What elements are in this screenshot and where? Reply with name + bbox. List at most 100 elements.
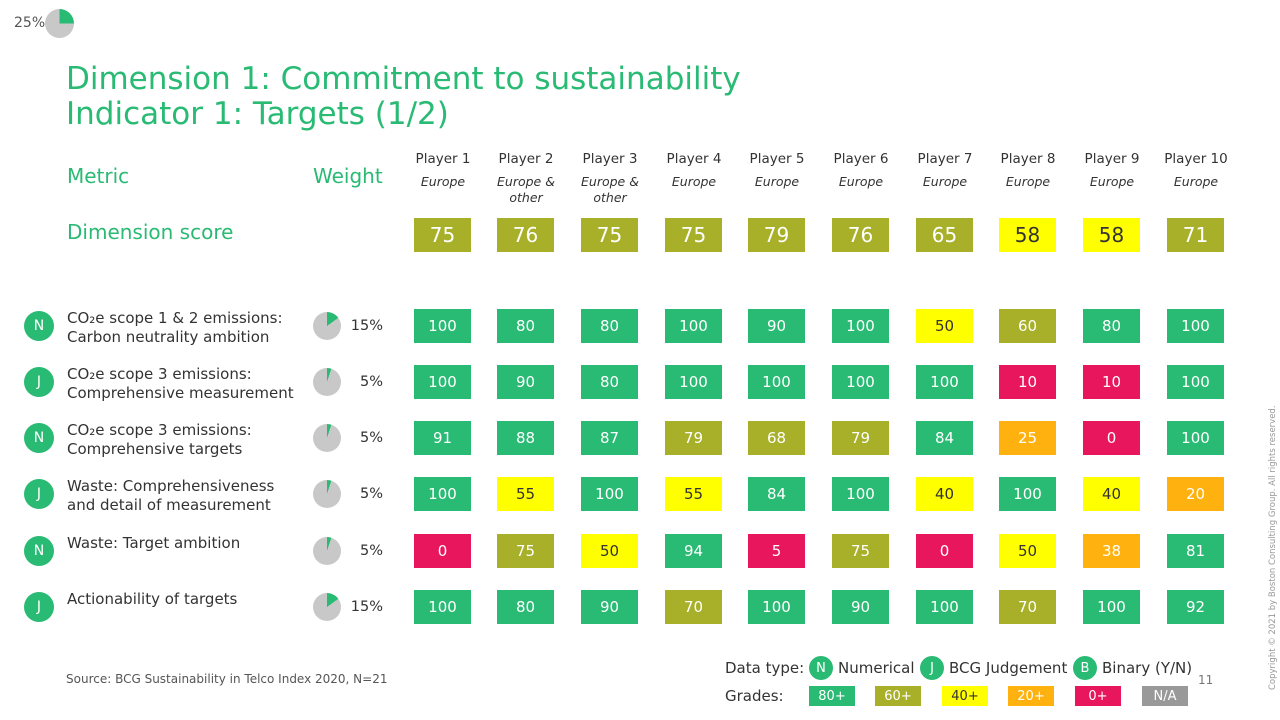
- dimension-score-cell: 58: [999, 218, 1056, 252]
- score-cell: 88: [497, 421, 554, 455]
- metric-label-line-2: Carbon neutrality ambition: [67, 328, 270, 346]
- score-cell: 50: [916, 309, 973, 343]
- page-title: Dimension 1: Commitment to sustainabilit…: [66, 62, 741, 132]
- legend-type-badge: J: [920, 656, 944, 680]
- metric-label-line-1: Waste: Target ambition: [67, 534, 241, 552]
- weight-pie-icon: [313, 312, 341, 340]
- score-cell: 100: [414, 365, 471, 399]
- player-name: Player 10: [1164, 151, 1228, 167]
- score-cell: 84: [916, 421, 973, 455]
- player-region: Europe: [1005, 174, 1051, 189]
- player-name: Player 9: [1084, 151, 1140, 167]
- score-cell: 25: [999, 421, 1056, 455]
- player-name: Player 7: [917, 151, 973, 167]
- player-name: Player 3: [582, 151, 638, 167]
- legend-type-label: Numerical: [838, 659, 915, 677]
- score-cell: 90: [832, 590, 889, 624]
- score-cell: 0: [1083, 421, 1140, 455]
- numerical-type-badge: N: [24, 423, 54, 453]
- score-cell: 5: [748, 534, 805, 568]
- player-header: Player 3 Europe & other: [568, 151, 652, 206]
- weight-value: 5%: [359, 486, 383, 502]
- metric-label-line-1: CO₂e scope 3 emissions:: [67, 421, 252, 439]
- player-header: Player 4 Europe: [652, 151, 736, 190]
- dimension-score-cell: 58: [1083, 218, 1140, 252]
- weight-pie-icon: [313, 480, 341, 508]
- metric-label: CO₂e scope 3 emissions: Comprehensive tar…: [67, 421, 252, 459]
- score-cell: 100: [1083, 590, 1140, 624]
- score-cell: 79: [832, 421, 889, 455]
- weight-value: 5%: [359, 543, 383, 559]
- weight-value: 15%: [350, 318, 383, 334]
- grade-chip: 0+: [1075, 686, 1121, 706]
- score-cell: 60: [999, 309, 1056, 343]
- player-header: Player 7 Europe: [903, 151, 987, 190]
- score-cell: 90: [497, 365, 554, 399]
- dimension-score-cell: 75: [581, 218, 638, 252]
- player-region: Europe: [1089, 174, 1135, 189]
- player-header: Player 9 Europe: [1070, 151, 1154, 190]
- data-type-label: Data type:: [725, 659, 805, 677]
- player-header: Player 1 Europe: [401, 151, 485, 190]
- weight-value: 5%: [359, 430, 383, 446]
- score-cell: 100: [832, 477, 889, 511]
- progress-label: 25%: [14, 15, 46, 31]
- metric-header: Metric: [67, 164, 130, 188]
- weight-pie-icon: [313, 368, 341, 396]
- player-header: Player 8 Europe: [986, 151, 1070, 190]
- metric-label-line-2: and detail of measurement: [67, 496, 271, 514]
- grades-label: Grades:: [725, 687, 784, 705]
- score-cell: 80: [1083, 309, 1140, 343]
- dimension-score-cell: 65: [916, 218, 973, 252]
- player-name: Player 6: [833, 151, 889, 167]
- score-cell: 100: [414, 477, 471, 511]
- player-header: Player 6 Europe: [819, 151, 903, 190]
- grade-chip: 60+: [875, 686, 921, 706]
- score-cell: 100: [581, 477, 638, 511]
- judgement-type-badge: J: [24, 479, 54, 509]
- metric-label: Waste: Comprehensiveness and detail of me…: [67, 477, 274, 515]
- legend-type-badge: B: [1073, 656, 1097, 680]
- weight-value: 5%: [359, 374, 383, 390]
- metric-label: Waste: Target ambition: [67, 534, 240, 553]
- player-region: Europe & other: [581, 174, 639, 205]
- score-cell: 100: [1167, 421, 1224, 455]
- score-cell: 10: [999, 365, 1056, 399]
- score-cell: 94: [665, 534, 722, 568]
- score-cell: 80: [497, 590, 554, 624]
- title-line-2: Indicator 1: Targets (1/2): [66, 96, 449, 132]
- score-cell: 0: [916, 534, 973, 568]
- weight-pie-icon: [313, 537, 341, 565]
- score-cell: 70: [999, 590, 1056, 624]
- score-cell: 80: [581, 309, 638, 343]
- dimension-score-cell: 75: [665, 218, 722, 252]
- legend-type-label: BCG Judgement: [949, 659, 1068, 677]
- metric-label: CO₂e scope 1 & 2 emissions: Carbon neutra…: [67, 309, 283, 347]
- judgement-type-badge: J: [24, 592, 54, 622]
- metric-label-line-1: CO₂e scope 1 & 2 emissions:: [67, 309, 283, 327]
- score-cell: 100: [832, 309, 889, 343]
- numerical-type-badge: N: [24, 536, 54, 566]
- player-region: Europe: [671, 174, 717, 189]
- metric-label: Actionability of targets: [67, 590, 237, 609]
- score-cell: 55: [665, 477, 722, 511]
- dimension-score-cell: 76: [832, 218, 889, 252]
- score-cell: 90: [581, 590, 638, 624]
- dimension-score-cell: 71: [1167, 218, 1224, 252]
- dimension-score-cell: 76: [497, 218, 554, 252]
- score-cell: 100: [832, 365, 889, 399]
- score-cell: 100: [748, 590, 805, 624]
- player-region: Europe: [754, 174, 800, 189]
- score-cell: 70: [665, 590, 722, 624]
- dimension-score-cell: 75: [414, 218, 471, 252]
- page-number: 11: [1198, 673, 1214, 687]
- score-cell: 0: [414, 534, 471, 568]
- legend-type-label: Binary (Y/N): [1102, 659, 1193, 677]
- score-cell: 80: [497, 309, 554, 343]
- player-name: Player 2: [498, 151, 554, 167]
- player-region: Europe: [1173, 174, 1219, 189]
- player-name: Player 4: [666, 151, 722, 167]
- score-cell: 100: [748, 365, 805, 399]
- copyright-note: Copyright © 2021 by Boston Consulting Gr…: [1268, 405, 1278, 690]
- player-region: Europe: [922, 174, 968, 189]
